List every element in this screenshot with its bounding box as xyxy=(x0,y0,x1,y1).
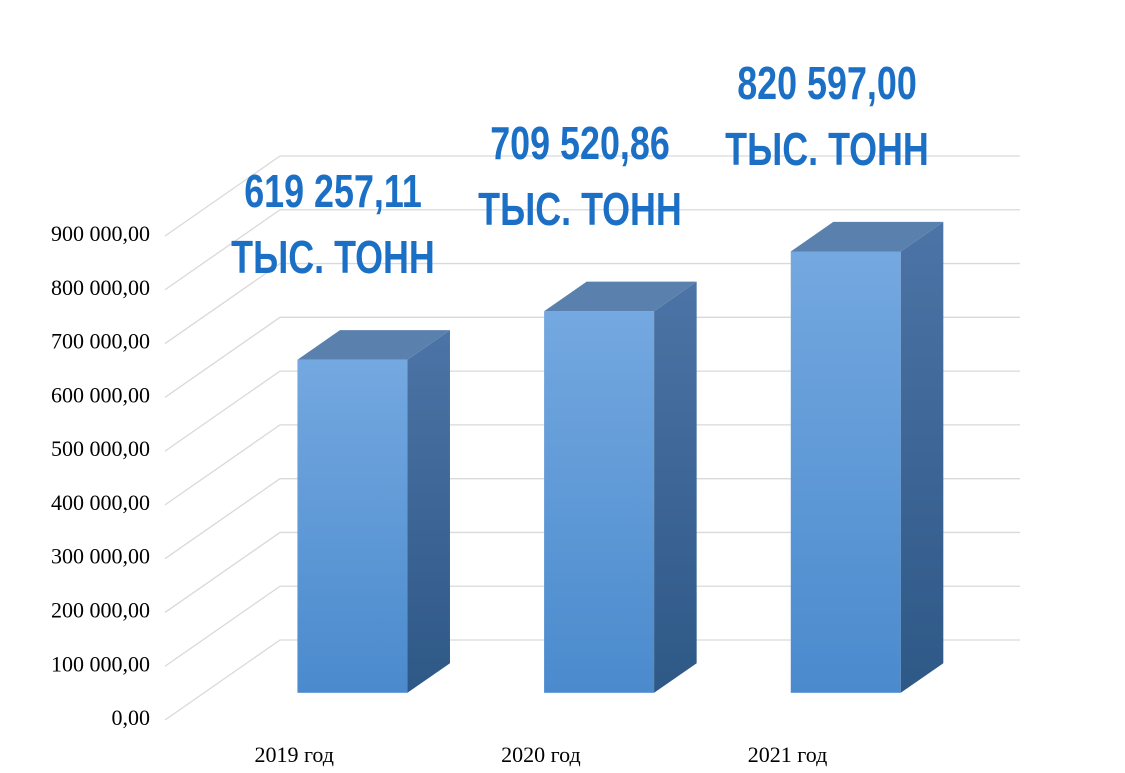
grid-line xyxy=(164,639,1020,721)
y-tick-label: 300 000,00 xyxy=(51,544,150,569)
value-label: 619 257,11 ТЫС. ТОНН xyxy=(231,165,436,284)
y-tick-label: 400 000,00 xyxy=(51,490,150,515)
y-tick-label: 800 000,00 xyxy=(51,275,150,300)
grid-line xyxy=(164,478,1020,560)
bar-side xyxy=(407,330,450,693)
bar-side xyxy=(654,281,697,693)
bar-front xyxy=(297,359,408,693)
y-tick-label: 500 000,00 xyxy=(51,436,150,461)
grid-line xyxy=(164,262,1020,345)
x-tick-label: 2021 год xyxy=(748,742,828,767)
bar-top xyxy=(544,281,697,312)
y-tick-label: 700 000,00 xyxy=(51,329,150,354)
bar-side xyxy=(900,221,944,693)
bar-front xyxy=(790,251,901,693)
y-tick-label: 200 000,00 xyxy=(51,597,150,622)
grid-line xyxy=(164,531,1020,613)
grid-line xyxy=(164,209,1020,291)
grid-line xyxy=(164,585,1020,667)
y-tick-label: 600 000,00 xyxy=(51,382,150,407)
y-tick-label: 0,00 xyxy=(112,705,151,730)
x-tick-label: 2019 год xyxy=(254,742,334,767)
grid-line xyxy=(164,316,1020,398)
y-tick-label: 900 000,00 xyxy=(51,221,150,246)
x-tick-label: 2020 год xyxy=(501,742,581,767)
grid-line xyxy=(164,155,1020,237)
value-label: 709 520,86 ТЫС. ТОНН xyxy=(478,116,682,235)
bar-front xyxy=(544,311,655,693)
grid-line xyxy=(164,370,1020,452)
bar-top xyxy=(297,330,450,360)
bar-top xyxy=(790,221,944,252)
grid-line xyxy=(164,424,1020,506)
y-tick-label: 100 000,00 xyxy=(51,651,150,676)
value-label: 820 597,00 ТЫС. ТОНН xyxy=(724,56,929,175)
